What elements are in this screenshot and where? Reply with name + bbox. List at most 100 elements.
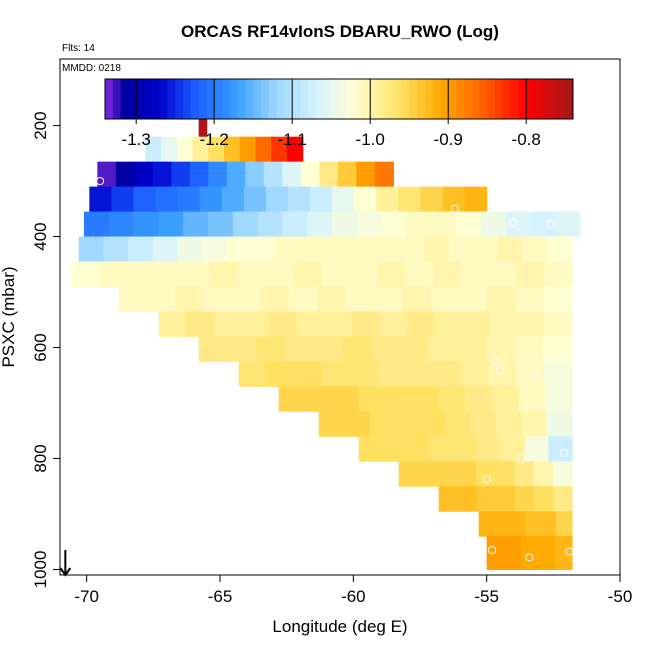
heatmap-cell [158,211,184,238]
heatmap-cell [182,261,211,287]
heatmap-cell [544,261,573,287]
data-point [490,357,499,366]
heatmap-cell [402,286,431,312]
heatmap-cell [445,411,472,437]
colorbar-segment [198,79,207,119]
heatmap-cell [503,536,522,570]
heatmap-cell [370,336,401,362]
heatmap-cell [478,511,495,537]
heatmap-cell [115,161,135,188]
data-point [559,448,569,458]
heatmap-cell [377,361,406,387]
heatmap-cell [288,286,318,312]
heatmap-cell [398,461,419,487]
heatmap-cell [516,261,545,287]
colorbar-segment [510,79,519,119]
heatmap-cell [260,286,290,312]
heatmap-cell [376,186,399,213]
colorbar-segment [424,79,434,119]
heatmap-cell [189,161,209,188]
colorbar-segment [448,79,457,119]
heatmap-cell [319,161,339,188]
heatmap-cell [516,361,545,387]
flights-annotation: Flts: 14 [62,43,95,54]
heatmap-cell [344,411,370,437]
heatmap-cell [345,286,375,312]
heatmap-cell [424,236,450,263]
heatmap-cell [382,436,407,462]
heatmap-cell [84,211,110,238]
colorbar-segment [541,79,551,119]
heatmap-cell [322,361,351,387]
heatmap-cell [488,261,517,287]
heatmap-cell [332,211,358,238]
data-point [495,365,505,374]
heatmap-cell [385,386,413,412]
heatmap-cell [305,386,333,412]
heatmap-cell [183,211,209,238]
heatmap-cell [134,161,154,188]
colorbar-segment [105,79,114,119]
y-tick-label: 1000 [31,551,50,589]
heatmap-cell [473,236,499,263]
y-tick-label: 200 [31,111,50,139]
colorbar-tick-label: -1.3 [122,130,151,149]
heatmap-cell [89,186,112,213]
colorbar-frame [104,78,574,120]
heatmap-cell [241,311,270,337]
heatmap-cell [533,461,554,487]
heatmap-cell [78,236,104,263]
data-point [565,547,574,556]
colorbar-segment [549,79,558,119]
heatmap-cell [405,361,434,387]
x-tick-label: -60 [341,587,366,606]
heatmap-cell [276,236,302,263]
heatmap-cell [203,286,233,312]
heatmap-cell [232,211,259,238]
heatmap-cell [552,486,573,512]
heatmap-cell [430,286,460,312]
data-point [517,454,526,463]
colorbar-segment [183,79,192,119]
colorbar-tick-label: -0.8 [512,130,541,149]
colorbar-segment [362,79,371,119]
heatmap-cell [525,511,542,537]
heatmap-cell [518,386,546,412]
heatmap-cell [158,311,187,337]
heatmap-cell [460,261,490,287]
heatmap-cell [399,236,425,263]
heatmap-cell [544,361,573,387]
heatmap-cell [332,186,355,213]
heatmap-cell [453,436,478,462]
heatmap-cell [133,186,157,213]
heatmap-cell [432,261,462,287]
heatmap-cell [128,236,154,263]
heatmap-cell [457,486,478,512]
heatmap-cell [213,311,242,337]
colorbar-segment [120,79,129,119]
heatmap-cell [537,536,556,570]
data-point [482,475,491,484]
heatmap-cell [265,261,295,287]
heatmap-cell [438,486,459,512]
heatmap-cell [554,536,573,570]
colorbar-segment [432,79,441,119]
heatmap-cell [457,336,487,362]
heatmap-cell [354,186,377,213]
colorbar-segment [315,79,324,119]
heatmap-cell [208,161,228,188]
heatmap-cell [118,286,148,312]
heatmap-cell [208,211,234,238]
colorbar-segment [214,79,223,119]
y-tick-label: 800 [31,444,50,472]
colorbar-segment [409,79,418,119]
heatmap-cell [494,461,515,487]
heatmap-cell [294,361,323,387]
heatmap-cell [293,261,322,287]
heatmap-cell [337,161,357,188]
heatmap-cell [145,136,162,163]
colorbar-segment [417,79,426,119]
heatmap-cell [98,261,127,287]
heatmap-cell [516,311,546,337]
heatmap-cell [176,136,194,163]
